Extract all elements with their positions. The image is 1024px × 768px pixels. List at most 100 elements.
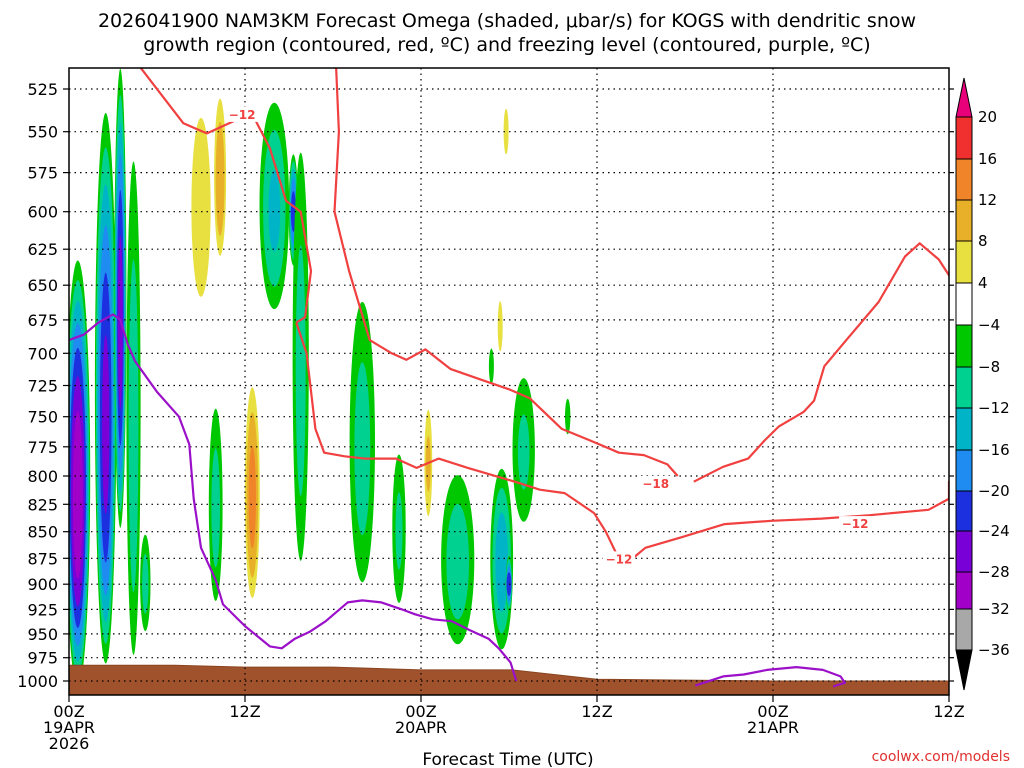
colorbar-label-0: 20 (978, 108, 997, 126)
omega-cell-1-24 (102, 335, 110, 514)
colorbar-label-2: 12 (978, 191, 997, 209)
y-tick-label-850: 850 (27, 523, 58, 542)
colorbar-label-5: −4 (978, 316, 1000, 334)
dendritic-contour-1 (249, 110, 313, 324)
omega-cell-3-8 (128, 259, 139, 593)
x-tick-label-0-2: 2026 (49, 734, 90, 753)
y-tick-label-725: 725 (27, 377, 58, 396)
colorbar-bin-7 (955, 366, 973, 409)
x-tick-label-24-1: 20APR (395, 718, 447, 737)
dendritic-label-bg-4 (603, 551, 635, 567)
colorbar-bin-4 (955, 240, 973, 284)
grid-lines (69, 68, 949, 695)
y-tick-label-900: 900 (27, 575, 58, 594)
omega-cell-8-12 (248, 446, 256, 549)
y-tick-label-750: 750 (27, 408, 58, 427)
y-tick-label-1000: 1000 (17, 672, 58, 691)
omega-cell-19-4 (565, 398, 571, 435)
chart-title-line2: growth region (contoured, red, ºC) and f… (143, 34, 870, 56)
contour-labels: −12 −12 −12 −18 (226, 106, 872, 567)
x-tick-label-48-0: 00Z (757, 702, 788, 721)
omega-cell-6-8 (215, 121, 225, 236)
colorbar-bin-6 (955, 324, 973, 368)
colorbar-bin-10 (955, 490, 973, 532)
omega-cell-21-4 (497, 301, 503, 352)
dendritic-label-bg-3 (839, 516, 872, 532)
x-tick-label-60-0: 12Z (933, 702, 964, 721)
colorbar-label-8: −16 (978, 441, 1010, 459)
x-tick-label-0-1: 19APR (43, 718, 95, 737)
freezing-level-contour-1 (694, 666, 846, 688)
omega-cell-12-8 (354, 362, 371, 536)
dendritic-contour-label-0: −12 (229, 108, 256, 122)
x-tick-label-12-0: 12Z (229, 702, 260, 721)
omega-cell-16-12 (495, 512, 509, 612)
dendritic-contour-label-3: −12 (842, 517, 869, 531)
omega-cell-11-8 (295, 245, 306, 496)
colorbar-label-12: −32 (978, 600, 1010, 618)
omega-cell-15-8 (446, 504, 470, 620)
colorbar-bin-0 (955, 77, 973, 118)
colorbar-bin-2 (955, 158, 973, 201)
dendritic-contour-label-6: −18 (642, 477, 669, 491)
x-tick-label-48-1: 21APR (747, 718, 799, 737)
dendritic-contour-label-4: −12 (606, 552, 633, 566)
colorbar-label-9: −20 (978, 482, 1010, 500)
colorbar-label-7: −12 (978, 399, 1010, 417)
y-tick-label-950: 950 (27, 625, 58, 644)
dendritic-contour-6 (693, 242, 949, 483)
x-tick-label-36-0: 12Z (581, 702, 612, 721)
credit-text: coolwx.com/models (872, 749, 1010, 765)
dendritic-contour-5 (333, 68, 679, 477)
terrain-surface (69, 664, 949, 695)
omega-cell-13-8 (395, 492, 403, 570)
y-tick-label-550: 550 (27, 123, 58, 142)
y-tick-label-825: 825 (27, 495, 58, 514)
omega-cell-20-4 (503, 108, 509, 155)
chart-title-line1: 2026041900 NAM3KM Forecast Omega (shaded… (98, 10, 916, 32)
colorbar-label-11: −28 (978, 563, 1010, 581)
x-axis-label: Forecast Time (UTC) (422, 750, 593, 768)
colorbar-bin-14 (955, 649, 973, 691)
colorbar-label-13: −36 (978, 641, 1010, 659)
freezing-level-contour-0 (69, 313, 518, 682)
plot-frame (68, 67, 950, 696)
omega-cell-5-4 (191, 117, 211, 297)
colorbar-bin-5 (955, 282, 973, 326)
colorbar-label-3: 8 (978, 232, 988, 250)
colorbar-bin-11 (955, 530, 973, 573)
colorbar-label-1: 16 (978, 150, 997, 168)
y-tick-label-800: 800 (27, 467, 58, 486)
y-tick-label-975: 975 (27, 649, 58, 668)
x-tick-label-0-0: 00Z (53, 702, 84, 721)
dendritic-label-bg-0 (226, 106, 259, 122)
y-tick-label-575: 575 (27, 164, 58, 183)
y-tick-label-625: 625 (27, 240, 58, 259)
y-tick-label-925: 925 (27, 600, 58, 619)
x-tick-label-24-0: 00Z (405, 702, 436, 721)
omega-cell-7-8 (211, 448, 220, 568)
colorbar-bin-12 (955, 571, 973, 610)
y-tick-label-700: 700 (27, 344, 58, 363)
y-tick-label-525: 525 (27, 80, 58, 99)
omega-cell-22-4 (488, 348, 494, 384)
y-tick-label-675: 675 (27, 311, 58, 330)
omega-shading (69, 68, 571, 688)
colorbar-bin-3 (955, 199, 973, 242)
colorbar-bin-8 (955, 407, 973, 451)
colorbar-bin-9 (955, 449, 973, 492)
colorbar: 20 16 12 8 4 −4 −8 −12 −16 −20 −24 −28 −32 −36 (955, 77, 1010, 691)
colorbar-bin-1 (955, 116, 973, 160)
terrain (69, 664, 949, 695)
colorbar-bin-13 (955, 608, 973, 651)
colorbar-label-10: −24 (978, 522, 1010, 540)
y-tick-label-600: 600 (27, 203, 58, 222)
omega-cell-0-28 (72, 411, 83, 579)
y-tick-label-650: 650 (27, 276, 58, 295)
y-tick-label-875: 875 (27, 549, 58, 568)
omega-cell-4-8 (142, 553, 149, 614)
colorbar-label-4: 4 (978, 274, 988, 292)
omega-cell-18-8 (517, 414, 530, 490)
dendritic-label-bg-6 (639, 476, 672, 491)
